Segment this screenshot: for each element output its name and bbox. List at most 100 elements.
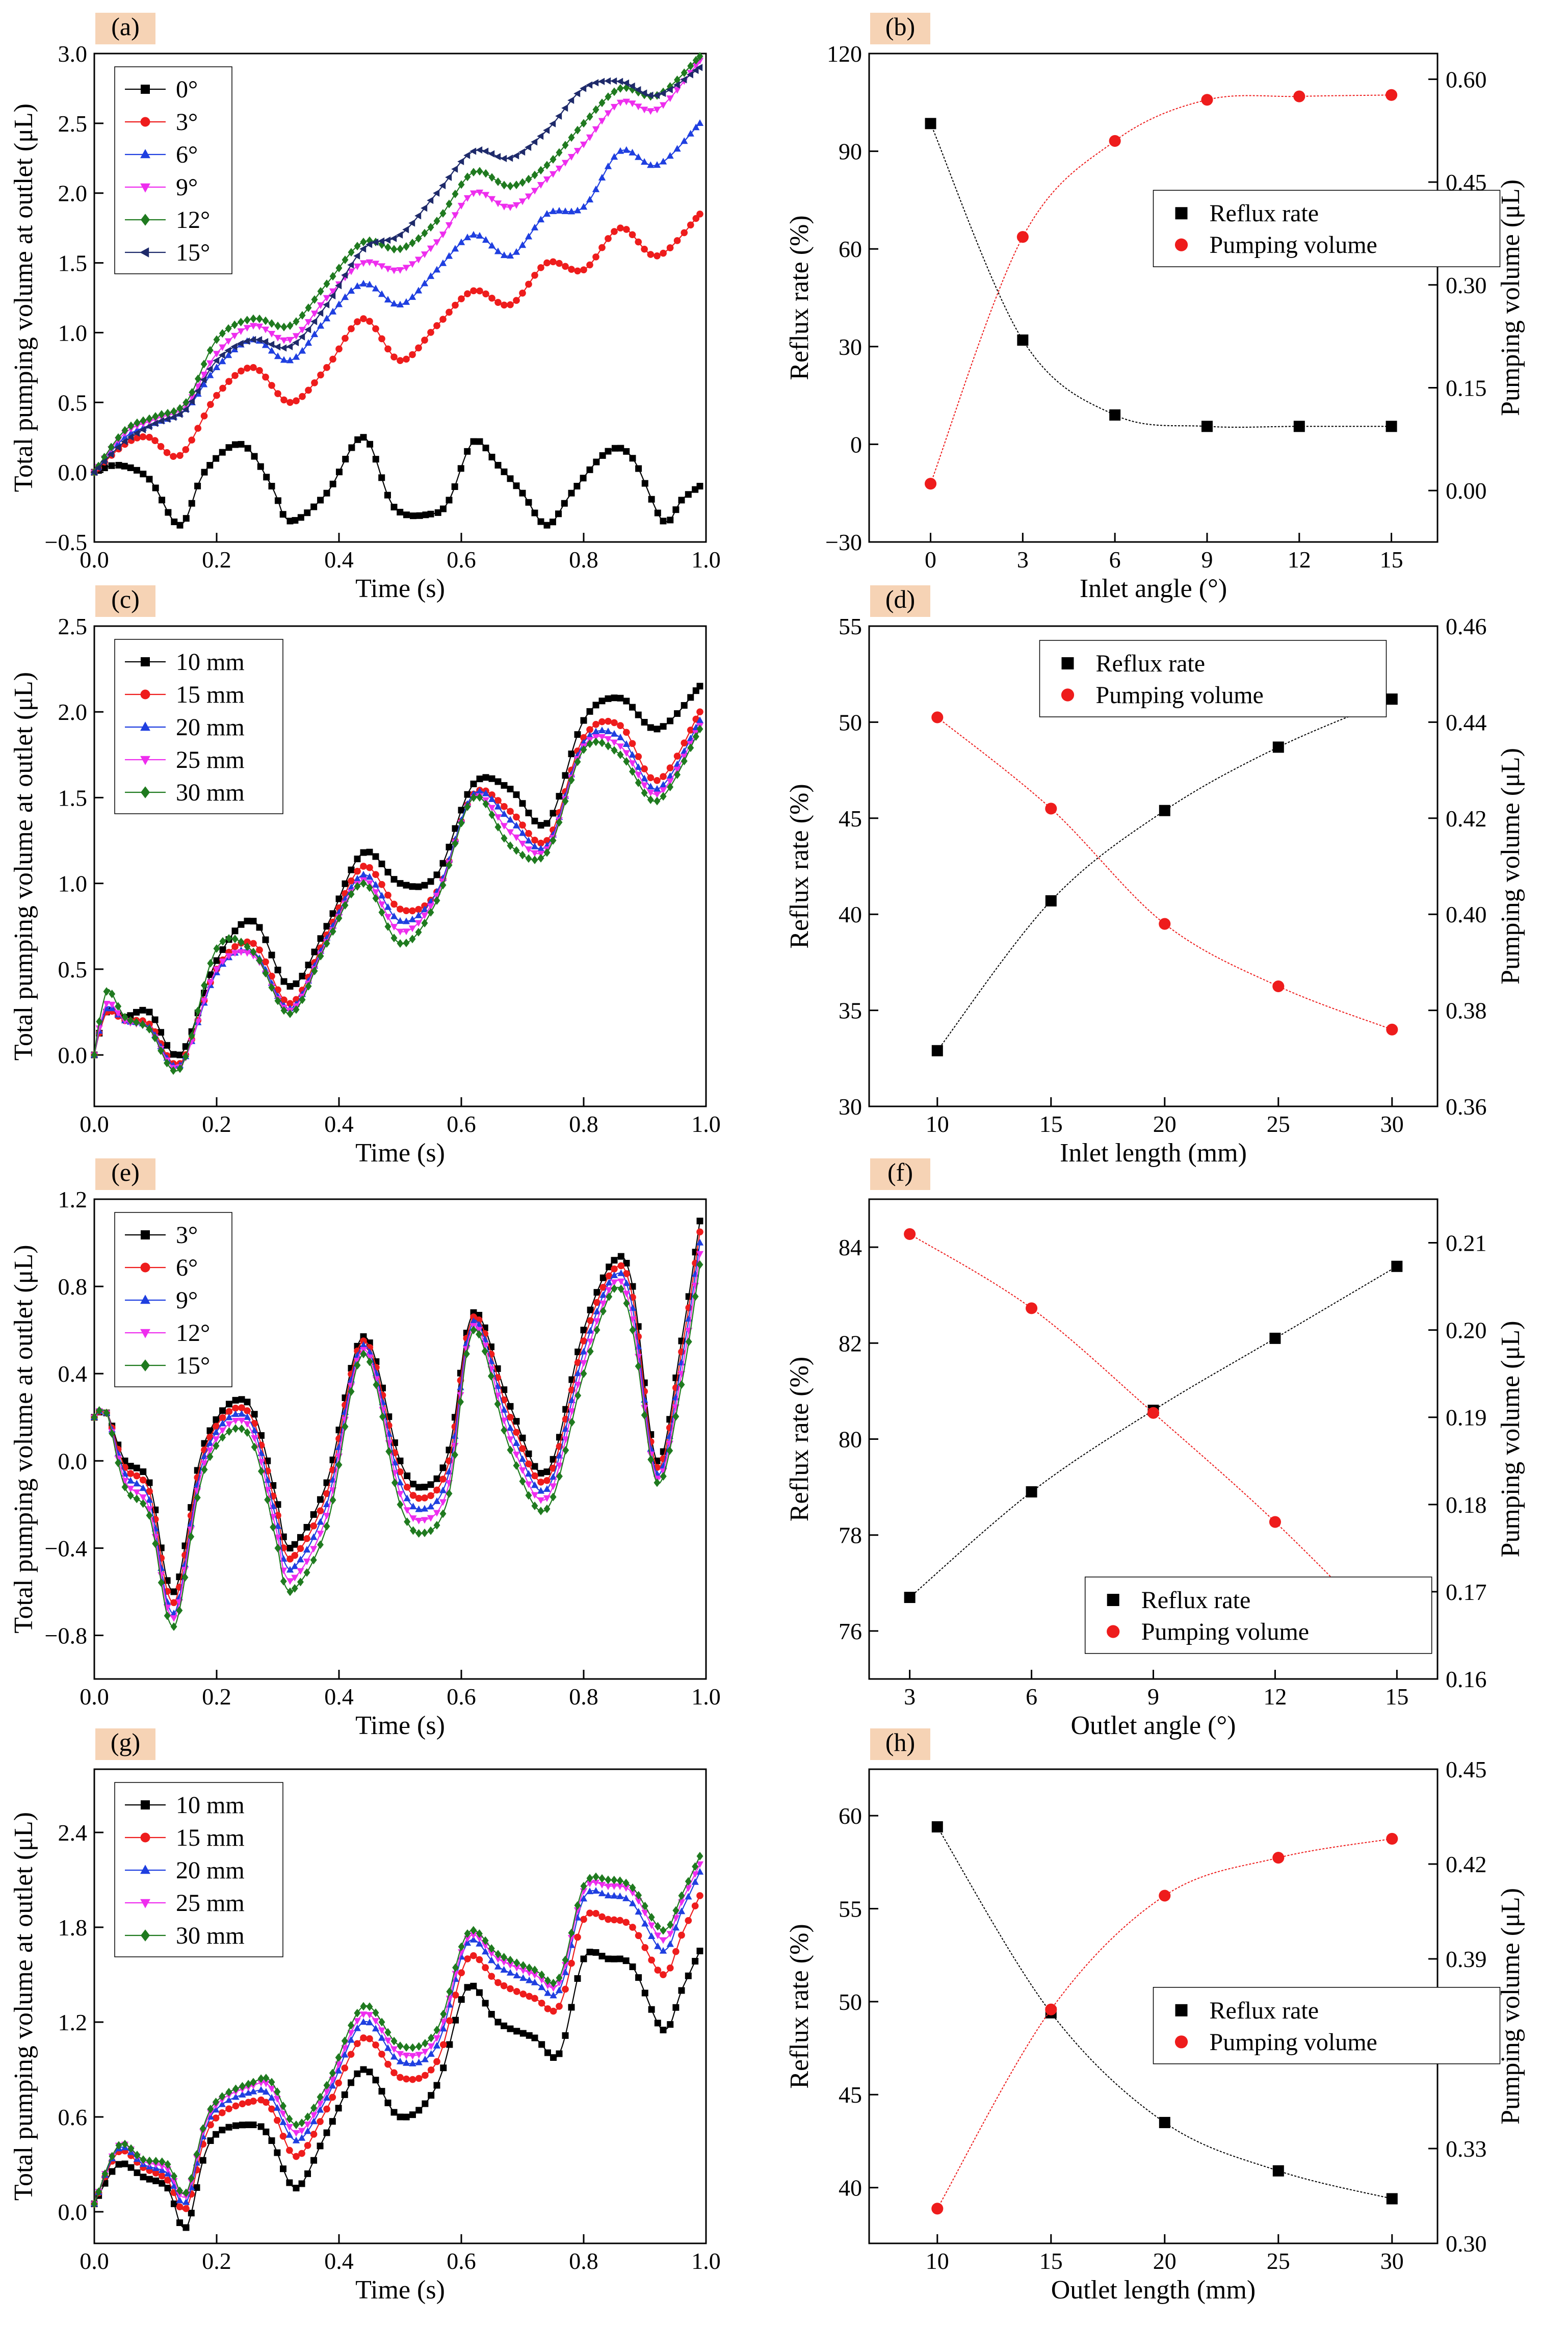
data-point [323, 2081, 330, 2090]
data-point [176, 2196, 184, 2204]
data-point [146, 1511, 153, 1520]
data-point [647, 795, 654, 804]
panel-tag [870, 1728, 930, 1760]
data-point [421, 1517, 429, 1524]
data-point [537, 854, 544, 863]
data-point [274, 321, 281, 330]
data-point [538, 2041, 545, 2048]
y-tick-label: 3.0 [58, 41, 88, 67]
data-point [304, 339, 312, 346]
data-point [152, 2169, 160, 2177]
data-point [396, 917, 404, 924]
data-point [268, 2078, 275, 2087]
data-point [409, 2043, 416, 2052]
data-point [622, 1885, 630, 1892]
data-point [635, 153, 642, 160]
data-point [213, 957, 220, 964]
data-point [255, 323, 264, 330]
data-point [580, 1327, 587, 1334]
data-point [433, 892, 441, 899]
data-point [574, 1933, 581, 1941]
data-point [673, 237, 681, 244]
data-point [274, 2149, 281, 2156]
data-point [176, 1606, 183, 1615]
data-point [427, 272, 435, 279]
data-point [469, 1317, 478, 1324]
data-point [181, 1573, 189, 1582]
data-point [225, 1408, 233, 1415]
x-tick-label: 10 [926, 1111, 949, 1137]
data-point [427, 2050, 435, 2057]
data-point [1272, 741, 1284, 753]
data-point [188, 1031, 195, 1041]
data-point [660, 773, 667, 780]
data-point [237, 328, 245, 335]
data-point [127, 464, 134, 471]
data-point [421, 251, 429, 258]
data-point [127, 1477, 135, 1484]
legend-label: 15° [176, 239, 210, 266]
data-point [249, 323, 257, 330]
y-tick-label: 55 [839, 1896, 862, 1922]
data-point [538, 1977, 545, 1984]
data-point [91, 2200, 98, 2208]
data-point [159, 2157, 166, 2166]
data-point [303, 1546, 311, 1553]
data-point [476, 787, 484, 794]
data-point [146, 476, 153, 483]
data-point [402, 928, 410, 936]
legend-label: Pumping volume [1210, 2029, 1377, 2056]
data-point [91, 1050, 98, 1059]
data-point [519, 800, 526, 807]
data-point [482, 192, 490, 199]
data-point [384, 296, 392, 303]
data-point [458, 1996, 465, 2003]
data-point [244, 316, 251, 325]
data-point [372, 881, 380, 888]
data-point [445, 173, 452, 181]
data-point [335, 282, 342, 290]
data-point [268, 2094, 276, 2101]
data-point [439, 1464, 447, 1471]
data-point [1109, 135, 1121, 147]
data-point [641, 765, 648, 772]
data-point [641, 1405, 648, 1412]
data-point [127, 1470, 134, 1477]
x-tick-label: 6 [1026, 1684, 1037, 1710]
data-point [660, 518, 667, 525]
y-tick-label: 0.0 [58, 459, 88, 485]
data-point [519, 1974, 527, 1981]
data-point [543, 126, 550, 134]
data-point [531, 1995, 538, 2002]
data-point [391, 1478, 398, 1487]
y-tick-label: −0.4 [45, 1535, 87, 1561]
data-point [329, 292, 336, 300]
data-point [365, 873, 374, 880]
data-point [421, 919, 428, 927]
legend-marker [140, 1295, 150, 1304]
data-point [317, 2142, 324, 2150]
data-point [293, 397, 300, 404]
y-tick-label: 50 [839, 709, 862, 735]
data-point [525, 174, 532, 184]
data-point [404, 1472, 411, 1480]
data-point [256, 314, 263, 323]
data-point [303, 1558, 311, 1565]
data-point [422, 2072, 429, 2079]
data-point [681, 702, 688, 709]
data-point [463, 234, 472, 241]
data-point [219, 937, 226, 946]
data-point [403, 511, 410, 519]
data-point [427, 245, 435, 252]
data-point [598, 738, 606, 747]
data-point [562, 263, 569, 270]
data-point [164, 1598, 171, 1605]
data-point [678, 497, 685, 504]
data-point [231, 935, 239, 944]
data-point [206, 346, 214, 355]
data-point [592, 126, 600, 133]
data-point [556, 2003, 563, 2010]
data-point [537, 845, 545, 852]
data-point [415, 2052, 423, 2059]
